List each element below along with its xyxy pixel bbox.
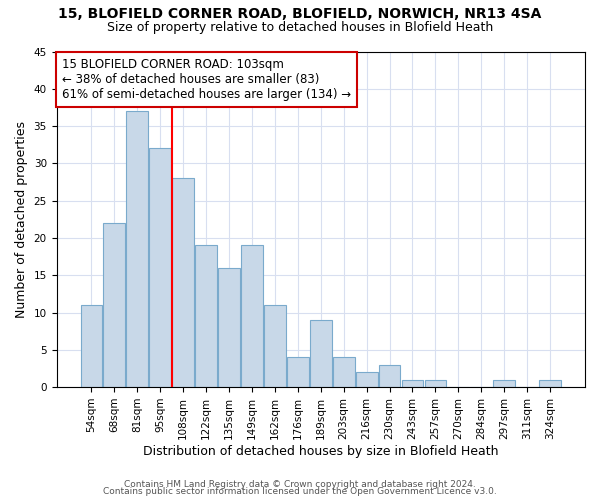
Text: 15 BLOFIELD CORNER ROAD: 103sqm
← 38% of detached houses are smaller (83)
61% of: 15 BLOFIELD CORNER ROAD: 103sqm ← 38% of… — [62, 58, 351, 101]
Bar — [127, 111, 148, 387]
Bar — [287, 358, 309, 387]
Bar — [356, 372, 377, 387]
Bar — [493, 380, 515, 387]
Bar — [379, 364, 400, 387]
Y-axis label: Number of detached properties: Number of detached properties — [15, 121, 28, 318]
Text: 15, BLOFIELD CORNER ROAD, BLOFIELD, NORWICH, NR13 4SA: 15, BLOFIELD CORNER ROAD, BLOFIELD, NORW… — [58, 8, 542, 22]
Bar — [172, 178, 194, 387]
Bar — [401, 380, 424, 387]
Text: Contains public sector information licensed under the Open Government Licence v3: Contains public sector information licen… — [103, 488, 497, 496]
Bar — [80, 305, 103, 387]
X-axis label: Distribution of detached houses by size in Blofield Heath: Distribution of detached houses by size … — [143, 444, 499, 458]
Bar — [195, 246, 217, 387]
Bar — [218, 268, 240, 387]
Text: Size of property relative to detached houses in Blofield Heath: Size of property relative to detached ho… — [107, 21, 493, 34]
Bar — [149, 148, 171, 387]
Bar — [264, 305, 286, 387]
Bar — [241, 246, 263, 387]
Bar — [103, 223, 125, 387]
Text: Contains HM Land Registry data © Crown copyright and database right 2024.: Contains HM Land Registry data © Crown c… — [124, 480, 476, 489]
Bar — [310, 320, 332, 387]
Bar — [539, 380, 561, 387]
Bar — [333, 358, 355, 387]
Bar — [425, 380, 446, 387]
